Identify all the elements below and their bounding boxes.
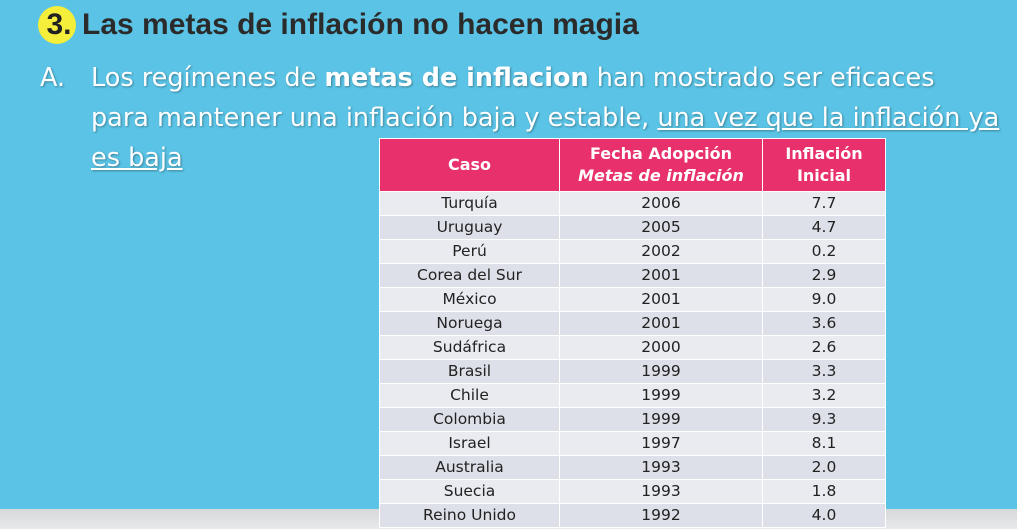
table-row: Noruega 2001 3.6 xyxy=(379,311,886,336)
cell-inflacion: 4.0 xyxy=(762,503,886,528)
cell-caso: Turquía xyxy=(379,191,560,216)
bullet-text-part: Los regímenes de xyxy=(91,63,325,93)
cell-fecha: 2001 xyxy=(559,287,763,312)
cell-caso: Colombia xyxy=(379,407,560,432)
number-badge: 3. xyxy=(38,6,76,44)
cell-inflacion: 3.6 xyxy=(762,311,886,336)
cell-caso: Israel xyxy=(379,431,560,456)
table-row: Israel 1997 8.1 xyxy=(379,431,886,456)
cell-inflacion: 1.8 xyxy=(762,479,886,504)
header-fecha: Fecha Adopción Metas de inflación xyxy=(559,138,763,192)
bullet-underlined-text: una vez que la inflación ya es baja xyxy=(91,103,1000,173)
cell-fecha: 1993 xyxy=(559,455,763,480)
table-header-row: Caso Fecha Adopción Metas de inflación In… xyxy=(379,138,886,192)
inflation-table-wrap: Caso Fecha Adopción Metas de inflación In… xyxy=(379,138,886,528)
cell-fecha: 2005 xyxy=(559,215,763,240)
cell-caso: Uruguay xyxy=(379,215,560,240)
cell-inflacion: 9.0 xyxy=(762,287,886,312)
bullet-marker: A. xyxy=(40,63,66,93)
table-row: Australia 1993 2.0 xyxy=(379,455,886,480)
cell-inflacion: 2.9 xyxy=(762,263,886,288)
table-row: Uruguay 2005 4.7 xyxy=(379,215,886,240)
inflation-table: Caso Fecha Adopción Metas de inflación In… xyxy=(379,138,886,528)
header-inflacion: Inflación Inicial xyxy=(762,138,886,192)
cell-fecha: 1999 xyxy=(559,407,763,432)
cell-fecha: 1993 xyxy=(559,479,763,504)
cell-caso: Suecia xyxy=(379,479,560,504)
bullet-point: A. Los regímenes de metas de inflacion h… xyxy=(40,58,1000,178)
bullet-text: Los regímenes de metas de inflacion han … xyxy=(91,58,1000,178)
table-row: Brasil 1999 3.3 xyxy=(379,359,886,384)
cell-caso: Noruega xyxy=(379,311,560,336)
table-row: Chile 1999 3.2 xyxy=(379,383,886,408)
cell-inflacion: 7.7 xyxy=(762,191,886,216)
table-row: Turquía 2006 7.7 xyxy=(379,191,886,216)
table-row: Corea del Sur 2001 2.9 xyxy=(379,263,886,288)
cell-caso: Brasil xyxy=(379,359,560,384)
cell-fecha: 1999 xyxy=(559,383,763,408)
table-row: Sudáfrica 2000 2.6 xyxy=(379,335,886,360)
table-row: Perú 2002 0.2 xyxy=(379,239,886,264)
cell-fecha: 1999 xyxy=(559,359,763,384)
cell-caso: Reino Unido xyxy=(379,503,560,528)
bullet-text-part: han mostrado ser eficaces para mantener … xyxy=(91,63,935,133)
cell-inflacion: 4.7 xyxy=(762,215,886,240)
cell-caso: Chile xyxy=(379,383,560,408)
cell-fecha: 2000 xyxy=(559,335,763,360)
cell-inflacion: 0.2 xyxy=(762,239,886,264)
cell-inflacion: 3.2 xyxy=(762,383,886,408)
slide-heading: 3. Las metas de inflación no hacen magia xyxy=(38,6,639,44)
cell-caso: Corea del Sur xyxy=(379,263,560,288)
cell-caso: Australia xyxy=(379,455,560,480)
table-body: Turquía 2006 7.7 Uruguay 2005 4.7 Perú 2002 0.2 C… xyxy=(379,191,886,528)
bullet-bold-text: metas de inflacion xyxy=(324,63,589,93)
cell-fecha: 2006 xyxy=(559,191,763,216)
cell-fecha: 2002 xyxy=(559,239,763,264)
cell-caso: México xyxy=(379,287,560,312)
table-row: Suecia 1993 1.8 xyxy=(379,479,886,504)
table-row: México 2001 9.0 xyxy=(379,287,886,312)
cell-inflacion: 2.0 xyxy=(762,455,886,480)
cell-fecha: 1997 xyxy=(559,431,763,456)
slide-title: Las metas de inflación no hacen magia xyxy=(82,8,639,41)
cell-fecha: 2001 xyxy=(559,263,763,288)
cell-inflacion: 2.6 xyxy=(762,335,886,360)
cell-caso: Sudáfrica xyxy=(379,335,560,360)
cell-inflacion: 3.3 xyxy=(762,359,886,384)
table-row: Colombia 1999 9.3 xyxy=(379,407,886,432)
cell-inflacion: 8.1 xyxy=(762,431,886,456)
cell-fecha: 2001 xyxy=(559,311,763,336)
header-caso: Caso xyxy=(379,138,560,192)
table-row: Reino Unido 1992 4.0 xyxy=(379,503,886,528)
cell-caso: Perú xyxy=(379,239,560,264)
cell-inflacion: 9.3 xyxy=(762,407,886,432)
cell-fecha: 1992 xyxy=(559,503,763,528)
